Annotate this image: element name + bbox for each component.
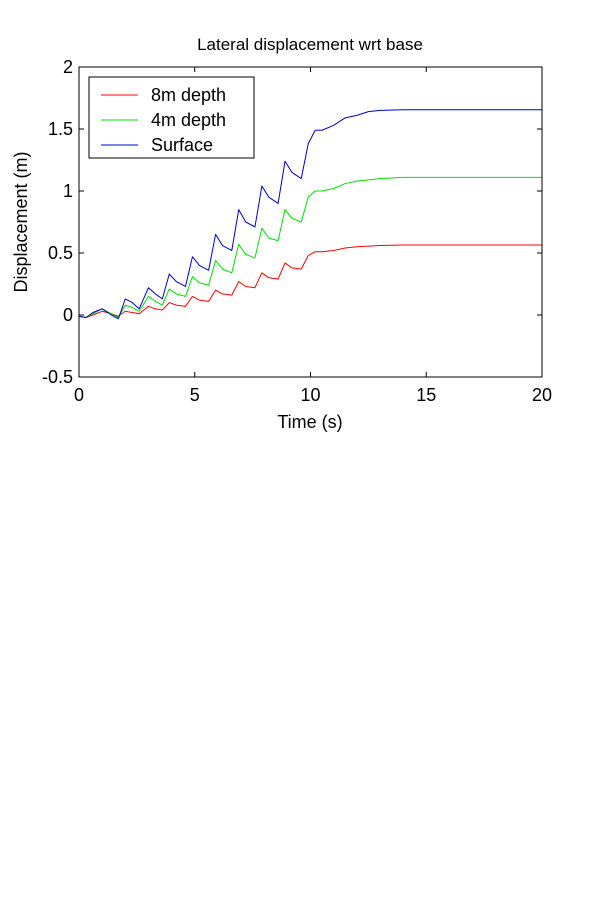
legend-label-1: 4m depth [151, 110, 226, 130]
legend-label-0: 8m depth [151, 85, 226, 105]
y-tick-label: 0 [63, 305, 73, 325]
x-tick-label: 5 [190, 385, 200, 405]
series-line-2 [78, 109, 542, 320]
x-tick-label: 15 [416, 385, 436, 405]
chart-title: Lateral displacement wrt base [197, 35, 423, 54]
x-tick-label: 20 [532, 385, 552, 405]
x-tick-label: 10 [300, 385, 320, 405]
series-line-1 [78, 176, 542, 318]
legend-label-2: Surface [151, 135, 213, 155]
y-axis-label: Displacement (m) [11, 151, 31, 292]
x-tick-label: 0 [74, 385, 84, 405]
y-axis: -0.5 0 0.5 1 1.5 2 [42, 57, 542, 387]
x-axis-label: Time (s) [277, 412, 342, 432]
plot-area [78, 109, 542, 320]
y-tick-label: 1.5 [48, 119, 73, 139]
y-tick-label: 2 [63, 57, 73, 77]
series-line-0 [78, 244, 542, 318]
y-tick-label: -0.5 [42, 367, 73, 387]
legend: 8m depth 4m depth Surface [88, 76, 255, 159]
y-tick-label: 0.5 [48, 243, 73, 263]
y-tick-label: 1 [63, 181, 73, 201]
x-axis: 0 5 10 15 20 [74, 67, 552, 405]
